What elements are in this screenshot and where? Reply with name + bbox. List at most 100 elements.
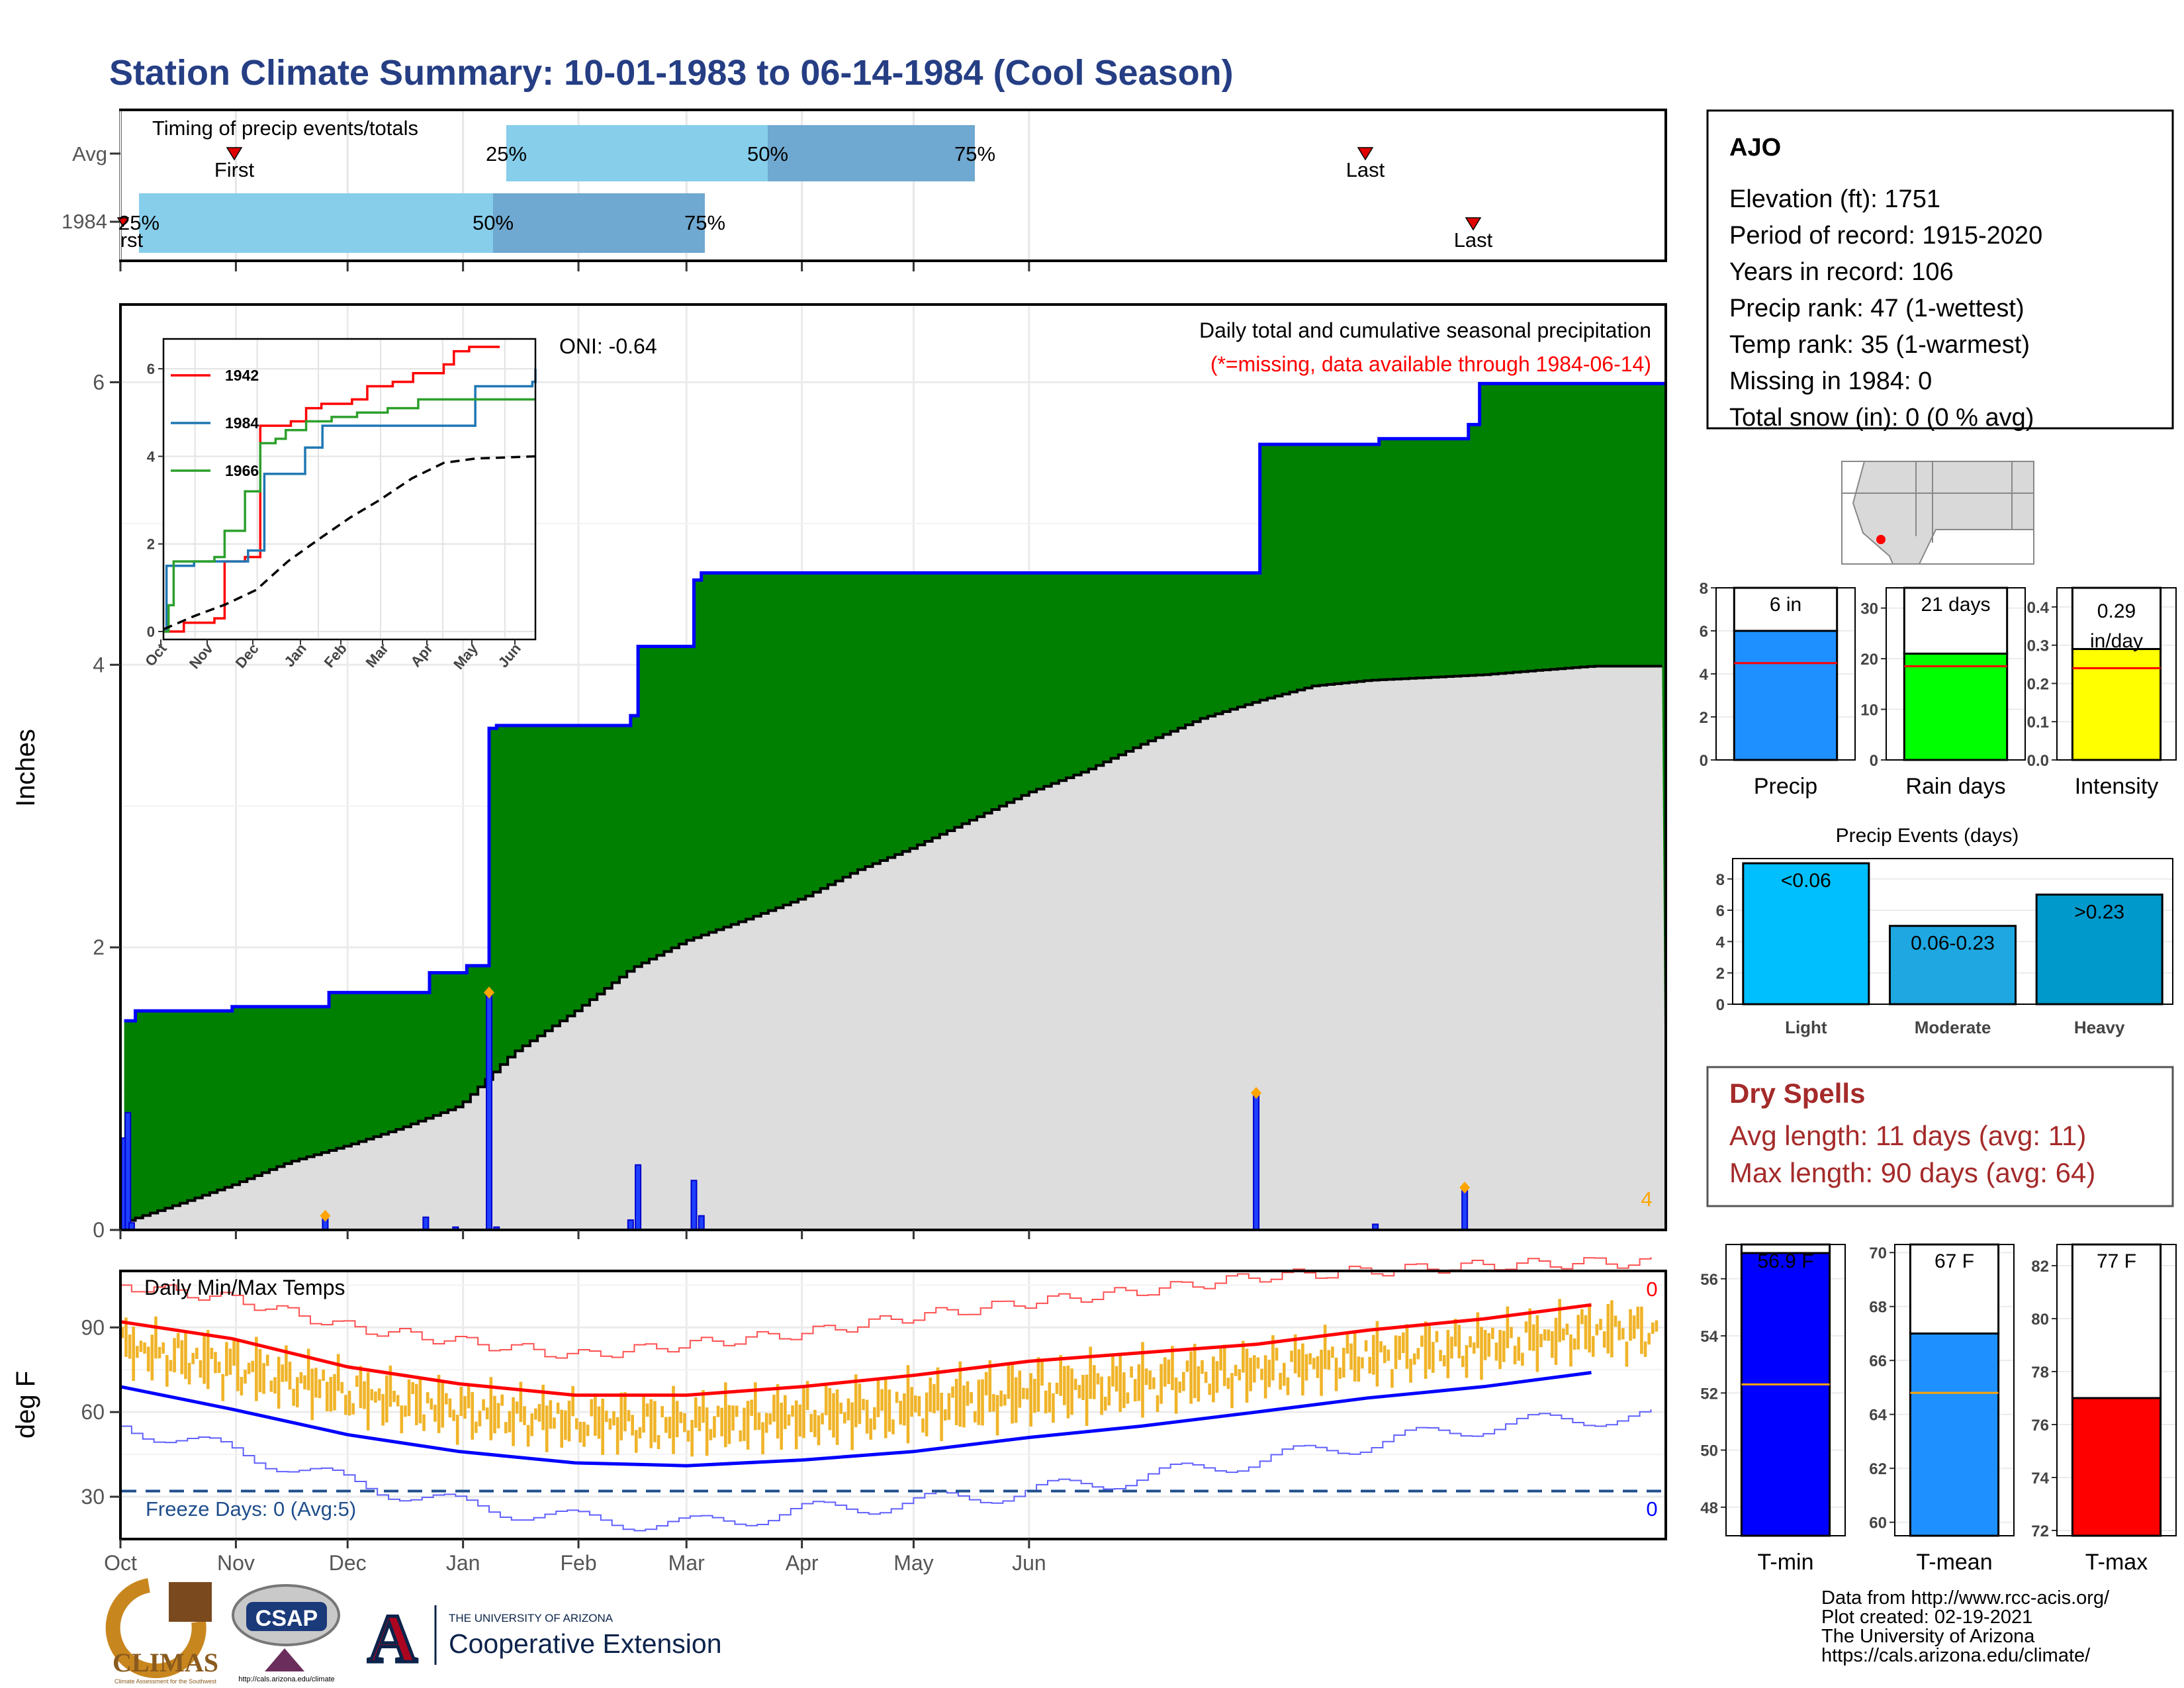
dry-spells-title: Dry Spells <box>1729 1078 1865 1109</box>
temp-y-axis: 30 60 90 <box>81 1315 120 1509</box>
temp-day-bar <box>1011 1362 1014 1424</box>
temp-day-bar <box>735 1405 739 1417</box>
temp-day-bar <box>1323 1325 1327 1370</box>
temp-day-bar <box>314 1368 318 1398</box>
inset-frame <box>162 338 537 641</box>
temp-day-bar <box>594 1395 597 1436</box>
temp-day-bar <box>541 1384 545 1430</box>
temp-day-bar <box>1591 1336 1595 1357</box>
temp-day-bar <box>1312 1358 1316 1370</box>
temp-day-bar <box>764 1413 768 1433</box>
temp-day-bar <box>1420 1335 1424 1347</box>
temp-day-bar <box>1513 1345 1517 1364</box>
footer-credits: Data from http://www.rcc-acis.org/ Plot … <box>1821 1587 2110 1666</box>
temp-day-bar <box>455 1415 459 1445</box>
temp-day-bar <box>411 1382 414 1394</box>
temp-day-bar <box>869 1418 873 1440</box>
precip-stat-1-y-tick-label: 20 <box>1860 651 1878 669</box>
station-missing: Missing in 1984: 0 <box>1729 367 1932 395</box>
locator-map-mexico <box>1918 529 2034 565</box>
temp-day-bar <box>1055 1382 1059 1394</box>
temp-day-bar <box>1636 1306 1640 1329</box>
temp-day-bar <box>653 1401 657 1442</box>
temp-day-bar <box>1476 1312 1480 1348</box>
temp-day-bar <box>1304 1354 1308 1381</box>
temp-day-bar <box>385 1375 388 1423</box>
temp-day-bar <box>1375 1321 1379 1387</box>
temp-day-bar <box>1599 1319 1602 1331</box>
temp-day-bar <box>1558 1299 1561 1342</box>
temp-day-bar <box>448 1398 452 1418</box>
timing-avg-pct-75: 75% <box>954 142 995 165</box>
csap-badge <box>246 1602 327 1631</box>
temp-day-bar <box>1286 1377 1290 1395</box>
temp-day-bar <box>1554 1317 1558 1365</box>
temp-day-bar <box>463 1395 467 1419</box>
temp-day-bar <box>1204 1372 1208 1383</box>
temp-day-bar <box>1182 1372 1185 1391</box>
timing-panel-title: Timing of precip events/totals <box>152 117 418 140</box>
ua-logo: A THE UNIVERSITY OF ARIZONA Cooperative … <box>363 1599 722 1679</box>
temp-day-bar <box>1070 1368 1073 1415</box>
temp-day-bar <box>768 1413 772 1425</box>
dry-spells-max: Max length: 90 days (avg: 64) <box>1729 1157 2095 1188</box>
temp-day-bar <box>1588 1304 1591 1353</box>
precip-events-panel: 0 2 4 6 8 <0.06 Light 0.06-0.23 Moderate >0.23 Hea… <box>1716 858 2173 1037</box>
temp-x-tick-label: Dec <box>329 1551 367 1575</box>
precip-events-y-tick-label: 8 <box>1716 871 1725 889</box>
temp-day-bar <box>1279 1372 1282 1390</box>
temp-day-bar <box>977 1380 981 1425</box>
temp-day-bar <box>1531 1324 1535 1351</box>
timing-row-label-avg: Avg <box>72 142 107 165</box>
temp-day-bar <box>143 1342 146 1354</box>
temp-day-bar <box>1606 1303 1610 1354</box>
temp-day-bar <box>1178 1382 1182 1393</box>
station-location-marker <box>1876 535 1886 544</box>
temp-x-tick-label: Feb <box>560 1551 596 1575</box>
temp-day-bar <box>809 1413 813 1432</box>
temp-x-tick-label: Mar <box>668 1551 705 1575</box>
precip-chart-frame <box>119 303 1667 1231</box>
temp-day-bar <box>496 1403 500 1429</box>
temp-day-bar <box>1640 1306 1643 1354</box>
temp-day-bar <box>1334 1357 1338 1391</box>
inset-background <box>163 339 535 639</box>
temp-day-bar <box>236 1340 240 1391</box>
temp-day-bar <box>1342 1347 1345 1378</box>
precip-y-axis: 0 2 4 6 <box>93 370 120 1242</box>
temp-day-bar <box>839 1402 843 1414</box>
temp-day-bar <box>471 1391 475 1440</box>
temp-y-label: deg F <box>11 1371 40 1438</box>
temp-day-bar <box>1160 1364 1163 1404</box>
temp-day-bar <box>716 1405 720 1417</box>
temp-day-bar <box>1297 1349 1301 1378</box>
timing-1984-pct-25: 25% <box>118 211 159 234</box>
temp-day-bar <box>187 1362 191 1385</box>
timing-1984-first-label: First <box>103 228 144 252</box>
temp-day-bar <box>1387 1349 1390 1361</box>
precip-stat-2-category: Intensity <box>2075 774 2159 799</box>
temp-day-bar <box>1424 1321 1428 1379</box>
temp-day-bar <box>824 1383 828 1415</box>
timing-1984-bar-50-75 <box>493 193 705 253</box>
temp-y-tick-label: 90 <box>81 1315 105 1339</box>
temp-day-bar <box>1446 1330 1450 1378</box>
record-low-line <box>120 1409 1652 1532</box>
temp-day-bar <box>1022 1387 1025 1399</box>
precip-stat-2: 0.0 0.1 0.2 0.3 0.4 0.29 in/day Intensity <box>2027 586 2177 799</box>
temp-stat-1-category: T-mean <box>1916 1550 1992 1575</box>
temp-stat-2-value-label: 77 F <box>2097 1250 2136 1272</box>
temp-y-tick-label: 30 <box>81 1485 105 1509</box>
temp-day-bar <box>798 1404 802 1437</box>
inset-line-1966 <box>163 398 535 633</box>
temp-day-bar <box>407 1379 411 1417</box>
temp-stat-2-frame <box>2056 1244 2177 1536</box>
temp-day-bar <box>1580 1309 1584 1325</box>
dry-spells-frame <box>1706 1066 2174 1207</box>
temp-day-bar <box>694 1397 698 1428</box>
temp-day-bar <box>1572 1338 1576 1350</box>
temp-day-bar <box>958 1361 962 1427</box>
temp-day-bar <box>265 1354 269 1366</box>
dry-spells-box: Dry Spells Avg length: 11 days (avg: 11)… <box>1706 1066 2174 1207</box>
